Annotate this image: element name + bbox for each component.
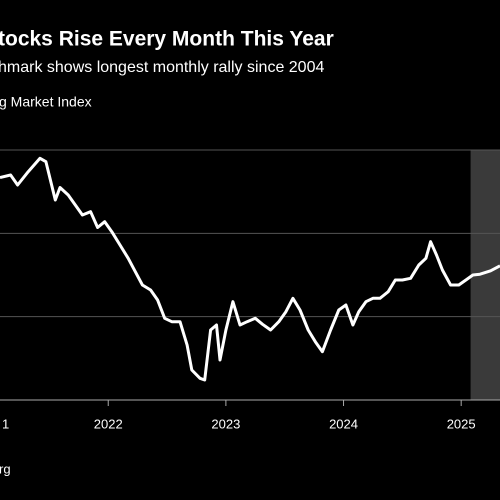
x-tick-label: 2025 bbox=[447, 416, 476, 431]
x-tick-label: 2024 bbox=[329, 416, 358, 431]
x-tick-label: 1 bbox=[2, 416, 9, 431]
legend-label: g Market Index bbox=[0, 94, 92, 110]
x-tick-label: 2023 bbox=[211, 416, 240, 431]
line bbox=[0, 156, 500, 382]
chart-subtitle: hmark shows longest monthly rally since … bbox=[0, 59, 324, 76]
source: rg bbox=[0, 461, 11, 476]
chart-title: tocks Rise Every Month This Year bbox=[0, 28, 334, 51]
x-tick-label: 2022 bbox=[94, 416, 123, 431]
